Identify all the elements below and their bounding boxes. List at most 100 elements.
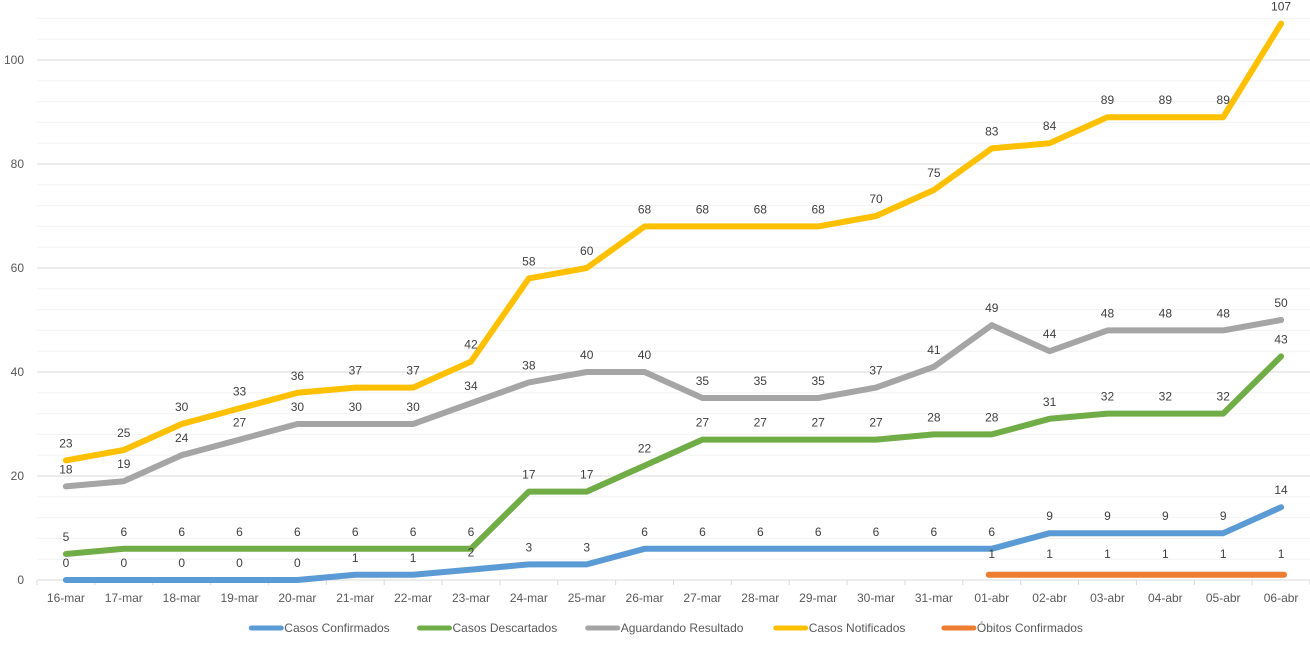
- data-label: 40: [580, 348, 594, 362]
- x-tick-label: 23-mar: [452, 591, 490, 605]
- x-tick-label: 04-abr: [1148, 591, 1183, 605]
- data-label: 49: [985, 301, 999, 315]
- x-tick-label: 01-abr: [974, 591, 1009, 605]
- data-label: 35: [754, 374, 768, 388]
- data-label: 37: [349, 364, 363, 378]
- data-label: 43: [1274, 332, 1288, 346]
- data-label: 30: [349, 400, 363, 414]
- data-label: 6: [178, 525, 185, 539]
- data-label: 42: [464, 338, 478, 352]
- x-tick-label: 18-mar: [163, 591, 201, 605]
- legend-label: Casos Notificados: [809, 621, 906, 635]
- data-label: 6: [294, 525, 301, 539]
- data-label: 18: [59, 462, 73, 476]
- data-label: 6: [931, 525, 938, 539]
- data-label: 28: [927, 410, 941, 424]
- data-label: 30: [175, 400, 189, 414]
- x-tick-label: 28-mar: [741, 591, 779, 605]
- data-label: 28: [985, 410, 999, 424]
- x-tick-label: 25-mar: [568, 591, 606, 605]
- data-label: 34: [464, 379, 478, 393]
- data-label: 9: [1046, 509, 1053, 523]
- data-label: 48: [1101, 306, 1115, 320]
- y-tick-label: 100: [4, 53, 24, 67]
- data-label: 35: [811, 374, 825, 388]
- data-label: 68: [811, 202, 825, 216]
- data-label: 1: [988, 547, 995, 561]
- y-tick-label: 60: [11, 261, 25, 275]
- data-label: 25: [117, 426, 131, 440]
- data-label: 0: [294, 556, 301, 570]
- data-label: 32: [1101, 390, 1115, 404]
- data-label: 19: [117, 457, 131, 471]
- data-label: 1: [1220, 547, 1227, 561]
- legend-label: Casos Confirmados: [284, 621, 389, 635]
- data-label: 24: [175, 431, 189, 445]
- data-label: 89: [1101, 93, 1115, 107]
- data-label: 89: [1217, 93, 1231, 107]
- legend-label: Aguardando Resultado: [621, 621, 744, 635]
- data-label: 68: [696, 202, 710, 216]
- x-tick-label: 20-mar: [278, 591, 316, 605]
- data-label: 1: [1046, 547, 1053, 561]
- data-label: 37: [869, 364, 883, 378]
- data-label: 32: [1217, 390, 1231, 404]
- y-tick-label: 0: [17, 573, 24, 587]
- legend: Casos Confirmados Casos Descartados Aguard…: [248, 620, 1083, 635]
- data-label: 83: [985, 124, 999, 138]
- data-label: 9: [1104, 509, 1111, 523]
- data-label: 33: [233, 384, 247, 398]
- x-tick-label: 06-abr: [1264, 591, 1299, 605]
- data-label: 17: [522, 468, 536, 482]
- x-tick-label: 17-mar: [105, 591, 143, 605]
- data-label: 0: [120, 556, 127, 570]
- x-tick-label: 05-abr: [1206, 591, 1241, 605]
- data-label: 3: [583, 540, 590, 554]
- legend-label: Óbitos Confirmados: [977, 620, 1083, 635]
- x-tick-label: 19-mar: [221, 591, 259, 605]
- data-label: 44: [1043, 327, 1057, 341]
- series-line-casos-notificados: [62, 20, 1285, 464]
- data-label: 27: [233, 416, 247, 430]
- data-label: 107: [1271, 0, 1291, 14]
- data-label: 84: [1043, 119, 1057, 133]
- data-label: 27: [754, 416, 768, 430]
- data-label: 31: [1043, 395, 1057, 409]
- data-label: 0: [236, 556, 243, 570]
- y-tick-label: 40: [11, 365, 25, 379]
- data-label: 27: [696, 416, 710, 430]
- data-label: 6: [410, 525, 417, 539]
- data-label: 1: [352, 551, 359, 565]
- data-label: 6: [815, 525, 822, 539]
- data-label: 1: [1278, 547, 1285, 561]
- data-label: 14: [1274, 483, 1288, 497]
- data-label: 50: [1274, 296, 1288, 310]
- data-label: 89: [1159, 93, 1173, 107]
- data-label: 9: [1162, 509, 1169, 523]
- data-label: 1: [1162, 547, 1169, 561]
- data-label: 37: [406, 364, 420, 378]
- x-tick-label: 29-mar: [799, 591, 837, 605]
- data-label: 2: [468, 546, 475, 560]
- series-line-casos-confirmados: [62, 504, 1285, 583]
- data-label: 1: [1104, 547, 1111, 561]
- data-label: 9: [1220, 509, 1227, 523]
- data-label: 23: [59, 436, 73, 450]
- x-tick-label: 27-mar: [683, 591, 721, 605]
- data-label: 30: [406, 400, 420, 414]
- legend-label: Casos Descartados: [453, 621, 558, 635]
- x-tick-label: 24-mar: [510, 591, 548, 605]
- data-label: 30: [291, 400, 305, 414]
- data-label: 0: [178, 556, 185, 570]
- data-label: 38: [522, 358, 536, 372]
- data-label: 27: [811, 416, 825, 430]
- data-label: 48: [1217, 306, 1231, 320]
- data-label: 5: [63, 530, 70, 544]
- data-label: 0: [63, 556, 70, 570]
- data-label: 35: [696, 374, 710, 388]
- data-label: 6: [988, 525, 995, 539]
- data-label: 58: [522, 254, 536, 268]
